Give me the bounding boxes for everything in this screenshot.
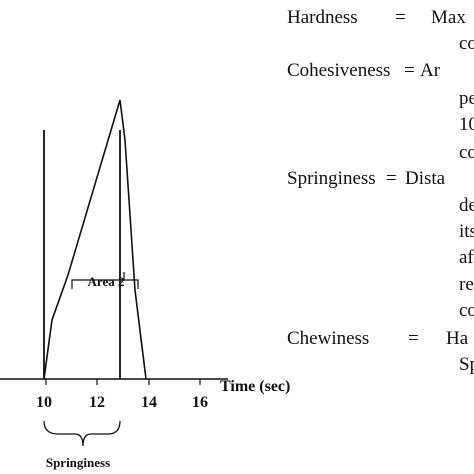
definition-text: co	[459, 142, 474, 163]
definition-text: Ar	[420, 60, 441, 81]
equals-sign: =	[386, 168, 397, 189]
term-chewiness: Chewiness	[287, 328, 370, 349]
springiness-brace	[43, 420, 121, 447]
definition-text: af	[459, 247, 474, 268]
definition-text: Sp	[459, 354, 474, 375]
time-axis-label: Time (sec)	[220, 378, 290, 395]
definition-text: Ha	[446, 328, 469, 349]
equals-sign: =	[395, 7, 406, 28]
definition-text: pe	[459, 88, 474, 109]
force-curve	[43, 99, 147, 380]
equals-sign: =	[408, 328, 419, 349]
definition-text: Dista	[405, 168, 446, 189]
term-cohesiveness: Cohesiveness	[287, 60, 391, 81]
area-2-label: Area 2	[88, 274, 125, 289]
definition-text: 10	[459, 114, 474, 135]
tick-label-14: 14	[141, 394, 157, 411]
term-springiness: Springiness	[287, 168, 376, 189]
tick-label-16: 16	[192, 394, 208, 411]
definition-text: Max	[431, 7, 466, 28]
springiness-label: Springiness	[46, 455, 110, 470]
term-hardness: Hardness	[287, 7, 358, 28]
definition-text: de	[459, 195, 474, 216]
equals-sign: =	[404, 60, 415, 81]
definition-text: its	[459, 221, 474, 242]
definition-text: re	[459, 274, 474, 295]
tick-label-10: 10	[36, 394, 52, 411]
tick-label-12: 12	[89, 394, 105, 411]
area-2-bracket	[71, 272, 139, 289]
definition-text: co	[459, 33, 474, 54]
definition-text: co	[459, 300, 474, 321]
